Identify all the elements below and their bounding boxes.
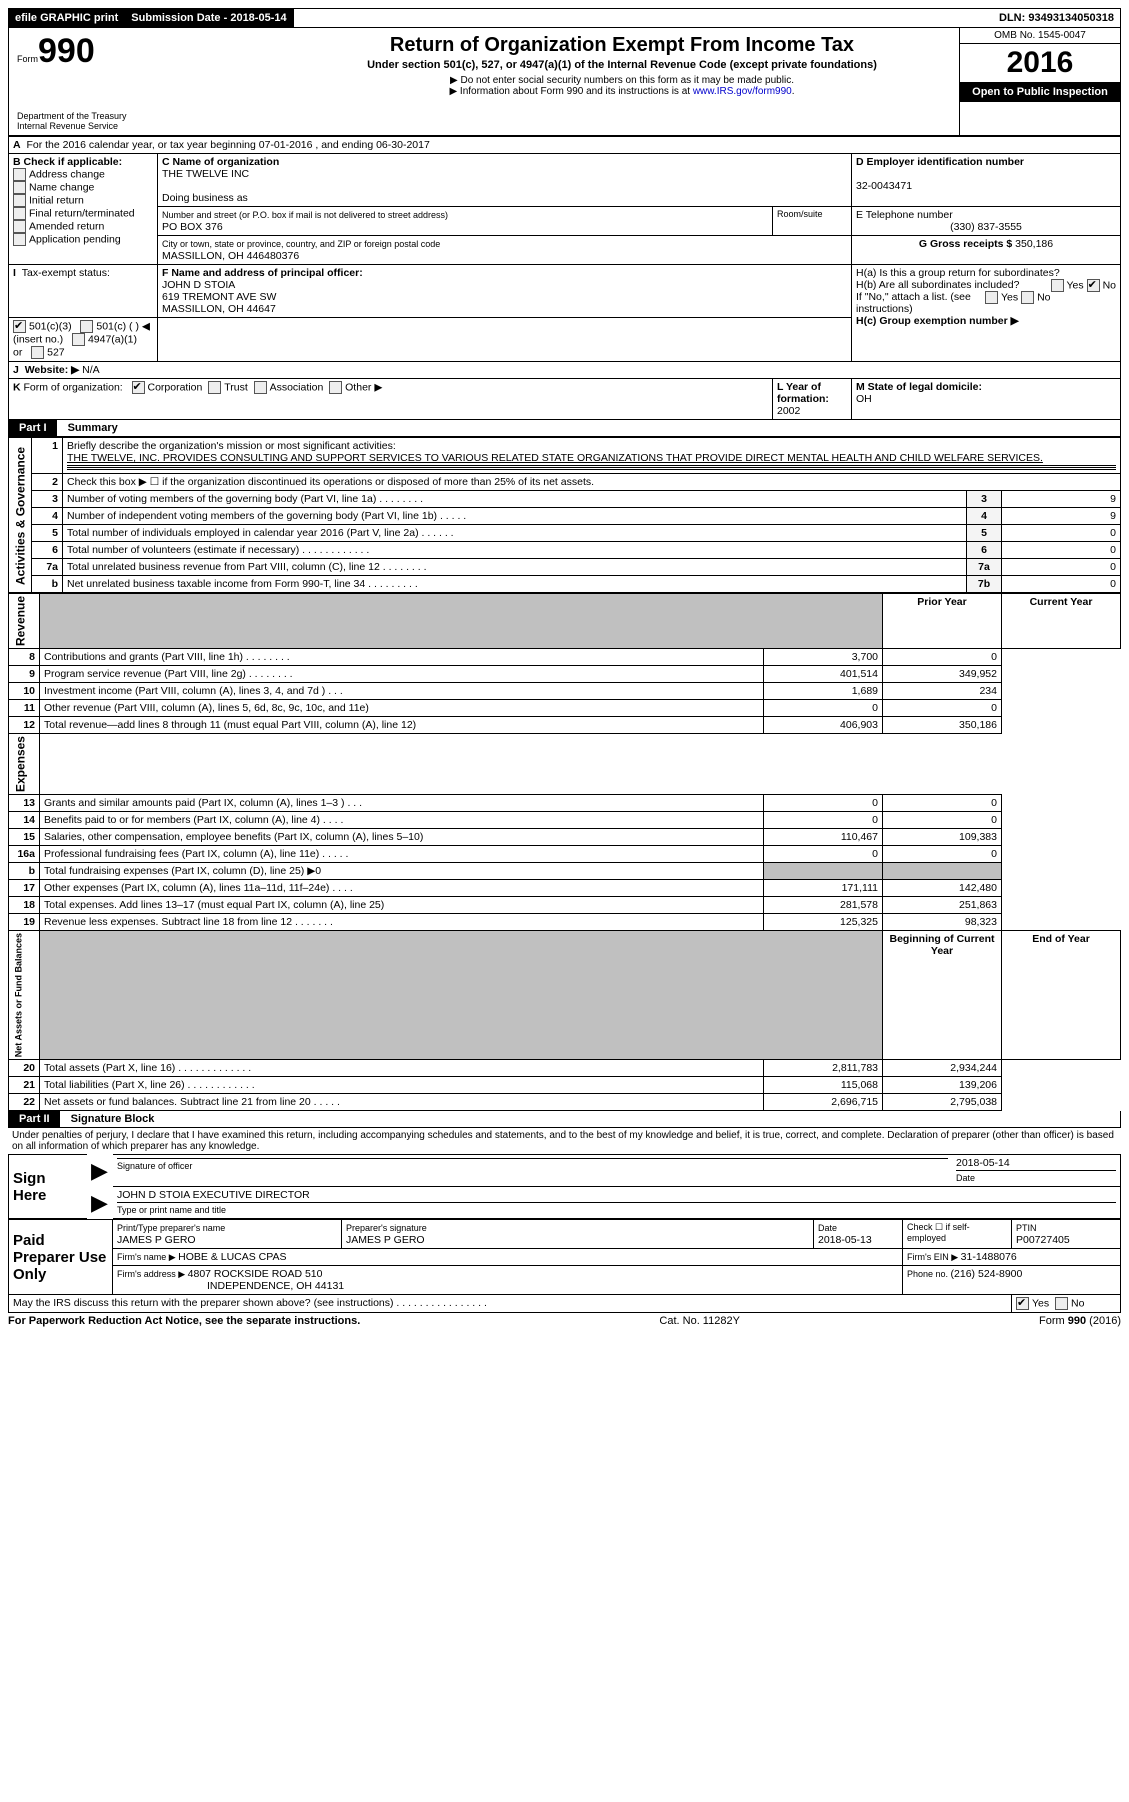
summary-table: Activities & Governance 1 Briefly descri… <box>8 437 1121 593</box>
declaration: Under penalties of perjury, I declare th… <box>8 1128 1121 1154</box>
irs-label: Internal Revenue Service <box>17 121 277 131</box>
top-bar: efile GRAPHIC print Submission Date - 20… <box>8 8 1121 28</box>
open-inspection: Open to Public Inspection <box>960 82 1120 102</box>
form-title: Return of Organization Exempt From Incom… <box>293 34 951 57</box>
irs-link[interactable]: www.IRS.gov/form990 <box>693 86 792 97</box>
submission-date: Submission Date - 2018-05-14 <box>125 9 293 27</box>
ein: 32-0043471 <box>856 180 912 192</box>
org-name: THE TWELVE INC <box>162 168 249 180</box>
signature-block: Sign Here ▶ Signature of officer 2018-05… <box>8 1154 1121 1219</box>
form-header: Form990 Department of the Treasury Inter… <box>8 28 1121 136</box>
efile-graphic[interactable]: efile GRAPHIC print <box>9 9 125 27</box>
tax-year: 2016 <box>960 44 1120 82</box>
preparer-block: Paid Preparer Use Only Print/Type prepar… <box>8 1219 1121 1313</box>
part1-label: Part I <box>9 420 57 436</box>
entity-block: A For the 2016 calendar year, or tax yea… <box>8 136 1121 420</box>
omb-number: OMB No. 1545-0047 <box>960 28 1120 44</box>
dln: DLN: 93493134050318 <box>993 9 1120 27</box>
financial-table: Revenue Prior Year Current Year 8Contrib… <box>8 593 1121 1111</box>
part2-label: Part II <box>9 1111 60 1127</box>
dept-treasury: Department of the Treasury <box>17 111 277 121</box>
footer: For Paperwork Reduction Act Notice, see … <box>8 1313 1121 1327</box>
